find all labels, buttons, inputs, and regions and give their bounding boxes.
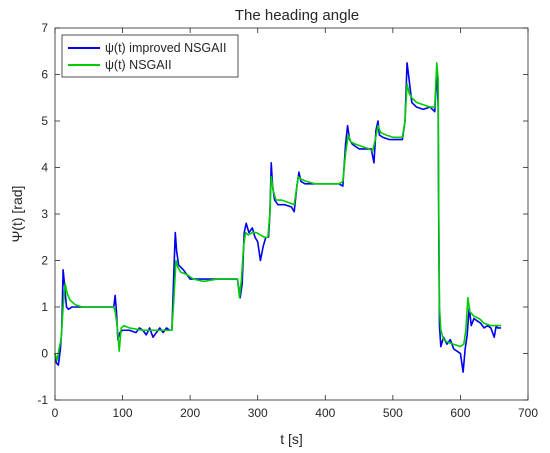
x-axis-title: t [s] [280, 431, 303, 447]
x-tick-label: 600 [450, 406, 470, 420]
y-tick-label: 6 [41, 68, 48, 82]
x-tick-label: 400 [315, 406, 335, 420]
legend: ψ(t) improved NSGAII ψ(t) NSGAII [61, 34, 239, 78]
y-tick-label: 0 [41, 347, 48, 361]
legend-box [61, 34, 239, 78]
x-tick-label: 100 [113, 406, 133, 420]
y-tick-label: 1 [41, 300, 48, 314]
y-tick-label: 4 [41, 161, 48, 175]
y-tick-label: -1 [37, 393, 48, 407]
chart-title: The heading angle [235, 7, 359, 24]
x-tick-label: 300 [248, 406, 268, 420]
y-axis-title: Ψ(t) [rad] [9, 186, 25, 243]
legend-label-nsgaii: ψ(t) NSGAII [105, 58, 172, 72]
y-tick-label: 7 [41, 21, 48, 35]
y-tick-label: 5 [41, 114, 48, 128]
x-tick-label: 200 [180, 406, 200, 420]
series-line-nsgaii [54, 62, 501, 362]
data-layer [54, 62, 501, 373]
plot-area [55, 28, 528, 400]
y-tick-label: 2 [41, 254, 48, 268]
x-tick-label: 700 [518, 406, 538, 420]
axes-layer: 0 100 200 300 400 500 600 700 -1 0 1 2 3 4 5 6 7 [37, 21, 538, 420]
x-tick-label: 0 [52, 406, 59, 420]
x-tick-label: 500 [383, 406, 403, 420]
legend-label-improved-nsgaii: ψ(t) improved NSGAII [105, 41, 226, 55]
y-tick-label: 3 [41, 207, 48, 221]
